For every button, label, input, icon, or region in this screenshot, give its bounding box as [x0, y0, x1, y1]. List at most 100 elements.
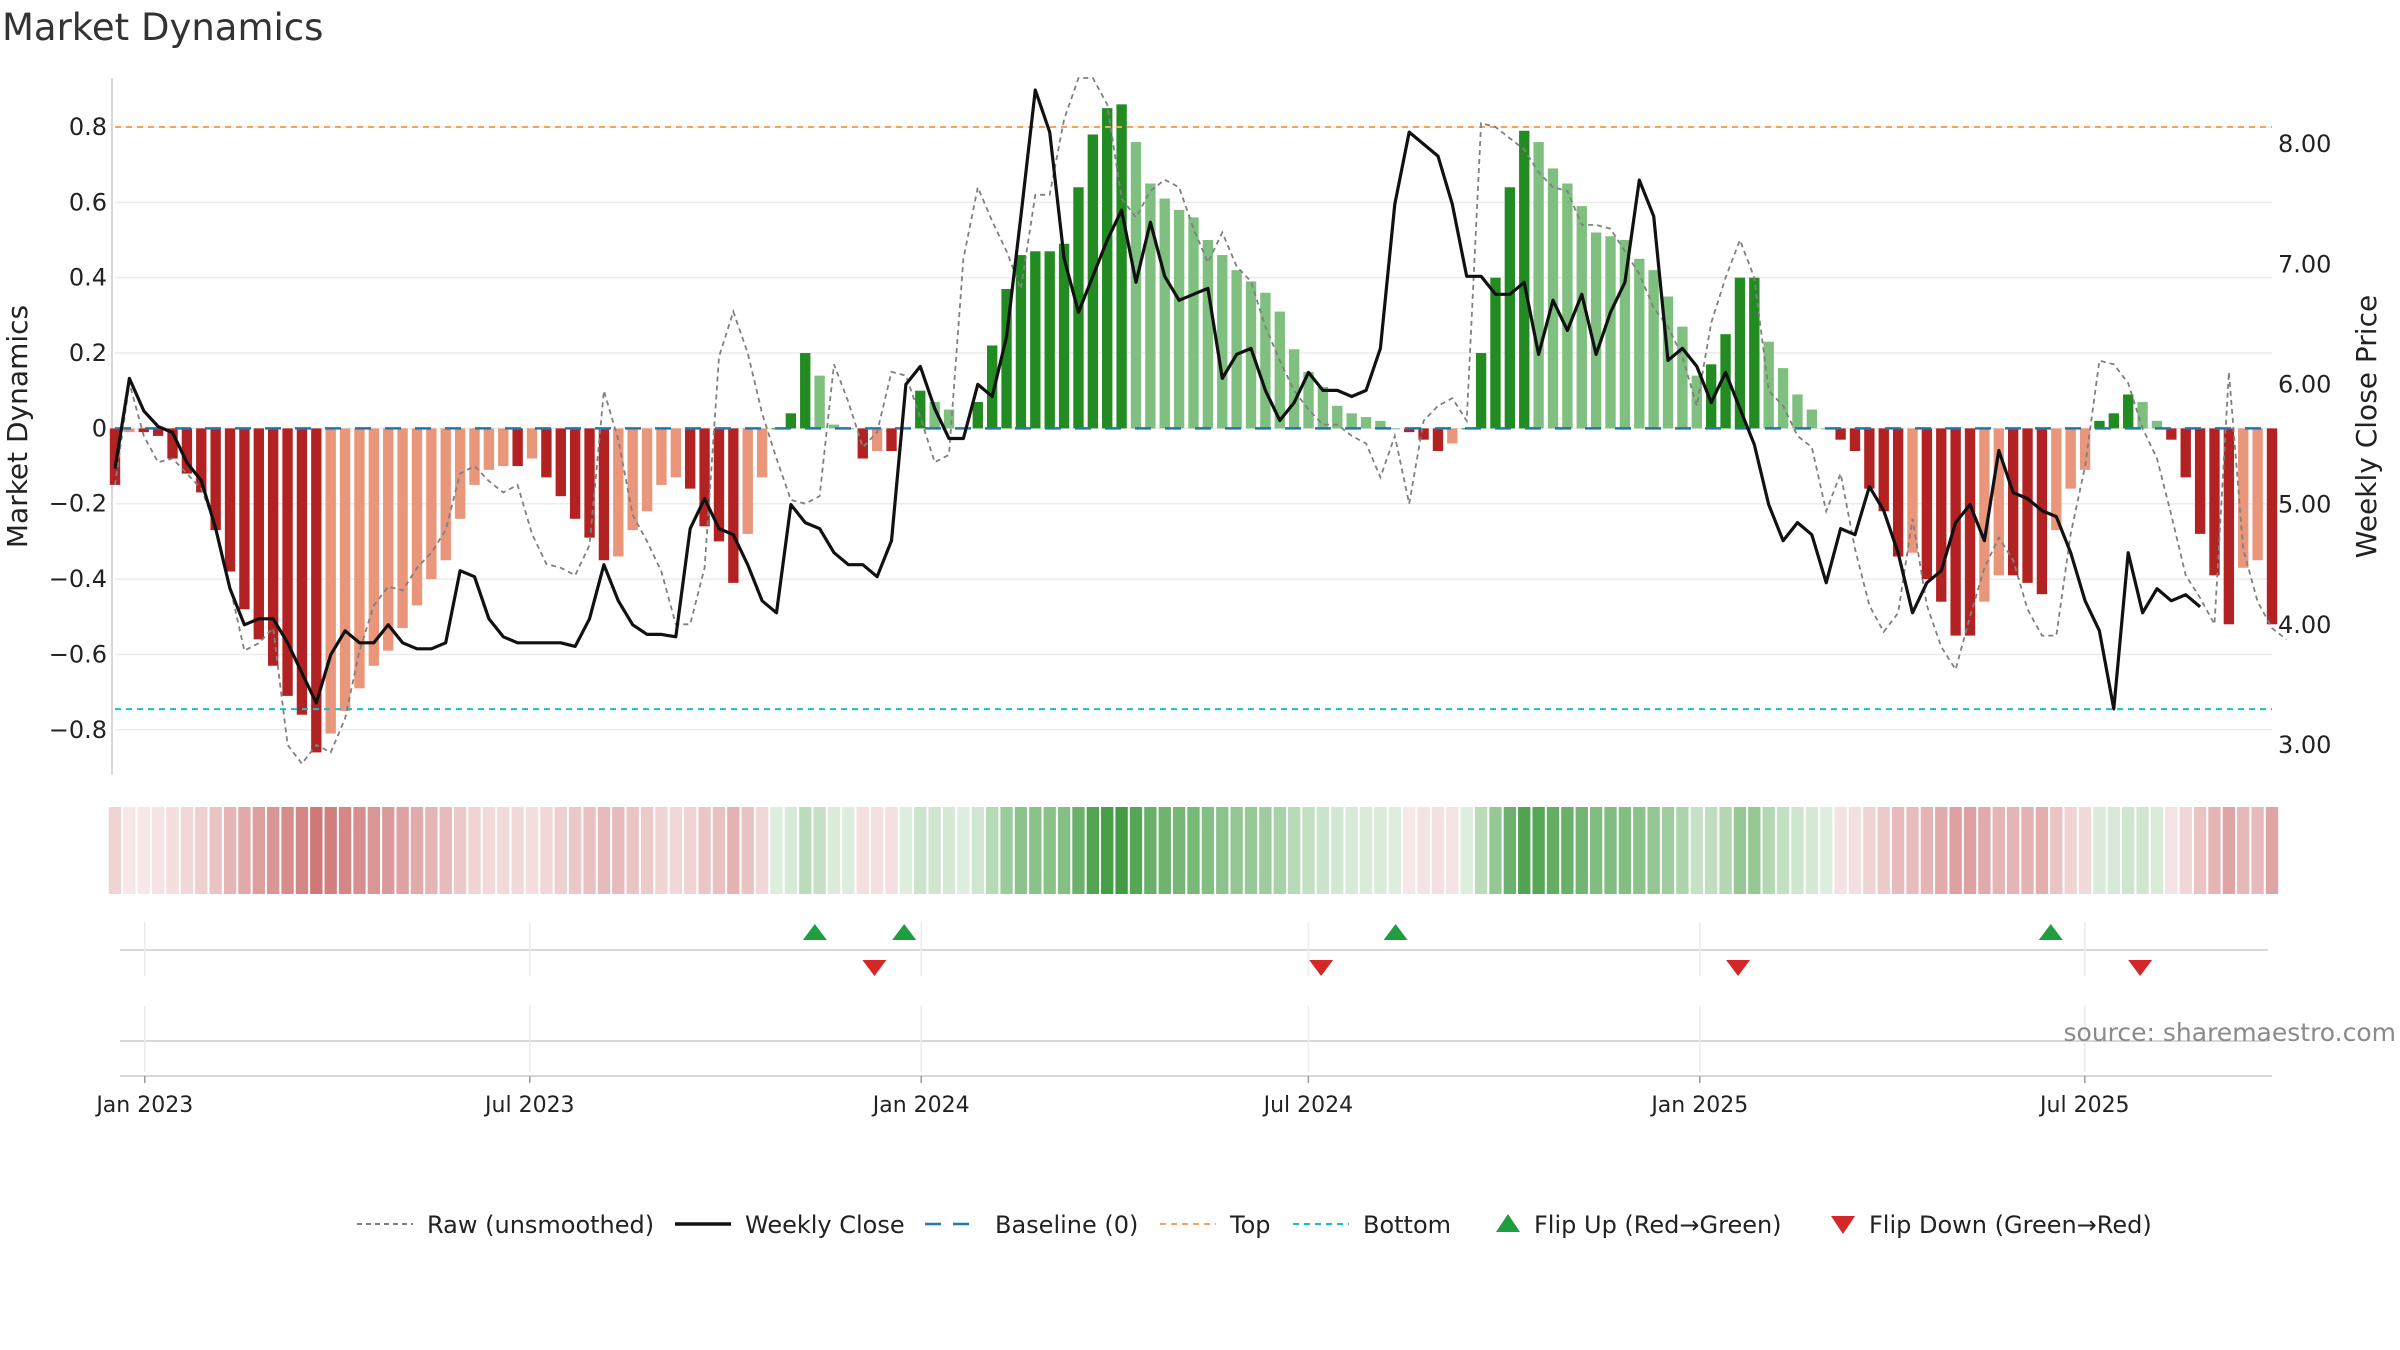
y2-tick-label: 5.00 — [2278, 491, 2331, 519]
heat-strip-cell — [540, 807, 553, 894]
dynamics-bar — [1490, 277, 1501, 429]
dynamics-bar — [972, 402, 983, 429]
dynamics-bar — [1662, 296, 1674, 429]
dynamics-bar — [282, 428, 293, 696]
heat-strip-cell — [1201, 807, 1215, 894]
dynamics-bar — [1001, 288, 1012, 429]
legend-item-bottom: Bottom — [1293, 1211, 1451, 1239]
heat-strip-cell — [1575, 807, 1588, 894]
dynamics-bar — [1418, 428, 1429, 440]
heat-strip-cell — [698, 807, 711, 894]
heat-strip-cell — [396, 807, 409, 894]
dynamics-bar — [253, 428, 264, 640]
dynamics-bar — [569, 428, 581, 519]
heat-strip-cell — [410, 807, 424, 894]
heat-strip-cell — [1820, 807, 1833, 894]
chart-title: Market Dynamics — [2, 6, 324, 49]
dynamics-bar — [1145, 183, 1156, 429]
heat-strip-cell — [1834, 807, 1847, 894]
heat-strip-cell — [583, 807, 596, 894]
flip-up-marker — [1383, 924, 1408, 940]
heat-strip-cell — [1403, 807, 1416, 894]
heat-strip-cell — [1158, 807, 1171, 894]
heat-strip-cell — [1546, 807, 1560, 894]
dynamics-bar — [426, 428, 437, 580]
heat-strip-cell — [942, 807, 956, 894]
dynamics-bar — [987, 345, 998, 429]
dynamics-bar — [1734, 277, 1746, 429]
heat-strip-cell — [1129, 807, 1143, 894]
legend-label: Flip Down (Green→Red) — [1869, 1211, 2152, 1239]
heat-strip-cell — [267, 807, 280, 894]
heat-strip-cell — [784, 807, 798, 894]
dynamics-bar — [1288, 349, 1300, 429]
heat-strip-cell — [1719, 807, 1732, 894]
heat-strip-cell — [525, 807, 539, 894]
dynamics-bar — [756, 428, 768, 478]
y-tick-label: −0.4 — [49, 565, 107, 593]
heat-strip-cell — [1791, 807, 1804, 894]
heat-strip-cell — [1029, 807, 1042, 894]
flip-up-marker — [802, 924, 827, 940]
dynamics-bar — [1303, 371, 1314, 429]
heat-strip-cell — [669, 807, 682, 894]
dynamics-bar — [915, 390, 926, 429]
heat-strip-cell — [281, 807, 294, 894]
dynamics-bar — [555, 428, 566, 497]
legend-label: Baseline (0) — [995, 1211, 1138, 1239]
heat-strip-cell — [353, 807, 366, 894]
dynamics-bar — [871, 428, 883, 451]
dynamics-bar — [1706, 364, 1717, 429]
heat-strip-cell — [1877, 807, 1890, 894]
legend-flip-up-swatch — [1496, 1214, 1520, 1232]
heat-strip-cell — [712, 807, 726, 894]
heat-strip-cell — [209, 807, 222, 894]
dynamics-bar — [397, 428, 408, 629]
heat-strip-cell — [2208, 807, 2221, 894]
dynamics-bar — [1447, 428, 1458, 444]
legend-item-baseline: Baseline (0) — [925, 1211, 1138, 1239]
y-tick-label: 0 — [92, 414, 107, 442]
dynamics-bar — [1015, 255, 1027, 429]
dynamics-bar — [1159, 198, 1170, 429]
heat-strip-cell — [1273, 807, 1286, 894]
heat-strip-cell — [108, 807, 122, 894]
y-tick-label: −0.2 — [49, 490, 107, 518]
dynamics-bar — [368, 428, 380, 666]
heat-strip-cell — [439, 807, 452, 894]
dynamics-bar — [1173, 209, 1185, 429]
heat-strip-cell — [238, 807, 251, 894]
y2-axis-label: Weekly Close Price — [2350, 295, 2383, 558]
heat-strip-cell — [914, 807, 927, 894]
y2-tick-label: 7.00 — [2278, 250, 2331, 278]
dynamics-bar — [124, 428, 135, 433]
y-tick-label: −0.8 — [49, 716, 107, 744]
dynamics-bar — [167, 428, 178, 459]
heat-strip-cell — [1935, 807, 1948, 894]
dynamics-bar — [598, 428, 610, 561]
heat-strip-cell — [612, 807, 625, 894]
heat-strip-cell — [568, 807, 582, 894]
heat-strip-cell — [1733, 807, 1747, 894]
dynamics-bar — [943, 409, 955, 429]
heat-strip-cell — [1187, 807, 1200, 894]
heat-strip-cell — [1446, 807, 1459, 894]
legend-label: Flip Up (Red→Green) — [1534, 1211, 1782, 1239]
heat-strip-cell — [986, 807, 999, 894]
dynamics-bar — [1562, 183, 1573, 429]
heat-strip-cell — [1633, 807, 1646, 894]
dynamics-bar — [1260, 292, 1271, 429]
heat-strip-cell — [2150, 807, 2164, 894]
dynamics-bar — [1777, 368, 1789, 429]
dynamics-bar — [1849, 428, 1861, 451]
dynamics-bar — [268, 428, 279, 666]
dynamics-bar — [1087, 134, 1099, 429]
dynamics-bar — [1907, 428, 1918, 553]
heat-strip-cell — [2064, 807, 2077, 894]
dynamics-bar — [1677, 326, 1688, 429]
heat-strip-cell — [324, 807, 337, 894]
heat-strip-cell — [2035, 807, 2049, 894]
heat-strip-cell — [252, 807, 265, 894]
dynamics-bar — [325, 428, 336, 734]
dynamics-bar — [2065, 428, 2076, 489]
